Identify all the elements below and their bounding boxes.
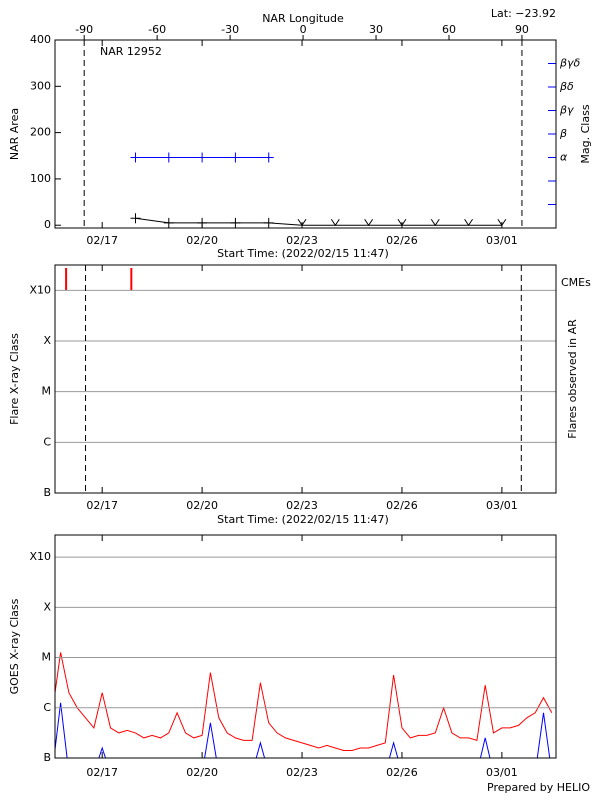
panel: B C M X X10 02/17 02/20 02/23 02/26 03/01 GOES X-r… [8,534,557,779]
point-marker [163,217,174,228]
series-line [135,217,502,226]
point-marker [364,218,374,227]
plot-area [130,152,507,228]
x2-axis-label: NAR Longitude [262,12,344,25]
x-tick-label: 02/23 [286,766,318,779]
point-marker [263,152,274,163]
point-marker [130,213,141,224]
x2-tick-label: -90 [75,23,93,36]
cme-legend: CMEs [561,276,591,289]
footer: Prepared by HELIO [487,781,590,794]
plot-frame [54,264,557,494]
x-tick-label: 02/17 [86,499,118,512]
y-tick-label: 200 [30,126,51,139]
y-tick-label: C [43,701,51,714]
y2-tick-label: α [560,151,568,164]
point-marker [130,152,141,163]
y-tick-label: 300 [30,79,51,92]
x2-tick-label: -60 [148,23,166,36]
x-tick-label: 03/01 [486,766,518,779]
y-tick-label: B [43,486,51,499]
plot-frame [54,534,557,759]
x-tick-label: 02/20 [186,234,218,247]
y2-tick-label: βδ [559,80,574,93]
plot-frame [54,39,557,229]
x-tick-label: 02/20 [186,766,218,779]
y-tick-label: 100 [30,172,51,185]
y-tick-label: X [43,600,51,613]
plot-area [55,652,553,758]
y-tick-label: 0 [44,218,51,231]
y-tick-label: B [43,751,51,764]
y-tick-label: 400 [30,33,51,46]
chart-title: NAR 12952 [100,45,162,58]
x-axis-label: Start Time: (2022/02/15 11:47) [217,247,389,260]
x2-tick-label: 90 [515,23,529,36]
y-tick-label: X10 [29,283,51,296]
point-marker [430,218,440,227]
x2-tick-label: -30 [221,23,239,36]
latitude: Lat: −23.92 [491,7,556,20]
y-axis-label: Flare X-ray Class [8,333,21,425]
x-tick-label: 02/26 [386,234,418,247]
y-tick-label: C [43,435,51,448]
panel: B C M X X10 02/17 02/20 02/23 02/26 03/01 Start Ti… [8,264,591,526]
y2-axis-label: Mag. Class [579,104,592,163]
x-tick-label: 02/26 [386,766,418,779]
x2-tick-label: 60 [442,23,456,36]
x2-tick-label: 30 [369,23,383,36]
y-axis-label: GOES X-ray Class [8,598,21,694]
plot-area [65,268,133,291]
y-axis-label: NAR Area [8,108,21,160]
x-tick-label: 02/20 [186,499,218,512]
series-line [55,652,553,751]
point-marker [163,152,174,163]
point-marker [464,218,473,227]
point-marker [197,152,208,163]
y2-tick-label: βγ [559,104,574,117]
y-tick-label: X [43,334,51,347]
x-tick-label: 02/26 [386,499,418,512]
x-tick-label: 02/17 [86,766,118,779]
x-tick-label: 03/01 [486,499,518,512]
point-marker [230,217,241,228]
x-tick-label: 02/17 [86,234,118,247]
y-tick-label: X10 [29,550,51,563]
x-tick-label: 02/23 [286,499,318,512]
y2-tick-label: βγδ [559,57,581,70]
y2-axis-label: Flares observed in AR [566,319,579,439]
point-marker [230,152,241,163]
y2-tick-label: β [559,127,567,140]
point-marker [263,217,274,228]
x2-tick-label: 0 [300,23,307,36]
x-tick-label: 03/01 [486,234,518,247]
point-marker [330,218,340,227]
x-tick-label: 02/23 [286,234,318,247]
y-tick-label: M [42,385,52,398]
x-axis-label: Start Time: (2022/02/15 11:47) [217,513,389,526]
y-tick-label: M [42,651,52,664]
